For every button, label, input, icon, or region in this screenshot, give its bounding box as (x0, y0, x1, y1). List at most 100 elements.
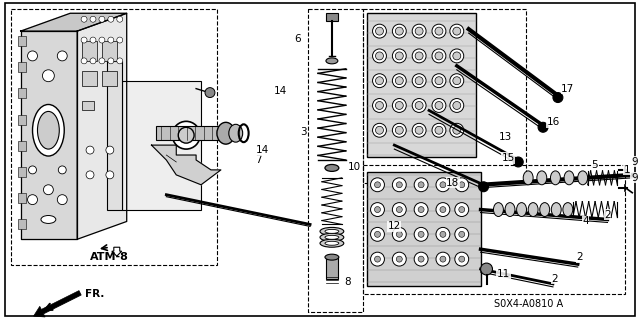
Circle shape (376, 101, 383, 109)
Bar (308, 9, 363, 312)
Circle shape (392, 123, 406, 137)
Circle shape (116, 58, 123, 64)
Circle shape (414, 252, 428, 266)
Ellipse shape (172, 121, 200, 149)
Circle shape (42, 70, 54, 82)
Circle shape (396, 126, 403, 134)
Circle shape (99, 16, 105, 22)
Circle shape (396, 27, 403, 35)
Circle shape (459, 256, 465, 262)
Bar (107, 61, 122, 210)
Circle shape (435, 101, 443, 109)
Circle shape (396, 256, 403, 262)
Circle shape (29, 166, 36, 174)
Circle shape (455, 227, 468, 241)
Circle shape (435, 77, 443, 85)
Circle shape (28, 51, 38, 61)
Circle shape (396, 101, 403, 109)
Ellipse shape (229, 124, 243, 142)
Ellipse shape (550, 171, 561, 185)
Text: ATM-8: ATM-8 (90, 252, 129, 262)
Text: 9: 9 (631, 173, 637, 183)
Circle shape (44, 185, 53, 195)
Ellipse shape (540, 203, 550, 217)
Bar (326, 257, 338, 279)
Circle shape (412, 74, 426, 88)
Bar (363, 165, 625, 294)
Circle shape (396, 207, 403, 212)
Ellipse shape (325, 241, 339, 245)
Circle shape (440, 256, 446, 262)
Text: 11: 11 (497, 269, 510, 279)
Text: 13: 13 (499, 132, 512, 142)
Circle shape (374, 207, 380, 212)
Bar (82, 41, 97, 61)
Circle shape (553, 93, 563, 102)
Circle shape (432, 99, 446, 112)
Bar (11, 9, 217, 265)
Polygon shape (20, 13, 127, 31)
Circle shape (414, 178, 428, 192)
Text: 14: 14 (256, 145, 269, 155)
Circle shape (414, 203, 428, 217)
Circle shape (455, 203, 468, 217)
FancyArrow shape (112, 247, 122, 256)
Circle shape (436, 203, 450, 217)
Circle shape (479, 182, 488, 192)
Bar (18, 62, 26, 72)
Ellipse shape (551, 203, 561, 217)
FancyArrow shape (33, 291, 81, 317)
Circle shape (108, 16, 114, 22)
Bar (18, 88, 26, 98)
Circle shape (432, 49, 446, 63)
Circle shape (371, 227, 385, 241)
Bar (18, 115, 26, 125)
Circle shape (450, 99, 464, 112)
Circle shape (432, 74, 446, 88)
Ellipse shape (528, 203, 538, 217)
Text: FR.: FR. (85, 289, 104, 299)
Circle shape (371, 203, 385, 217)
Circle shape (432, 123, 446, 137)
Circle shape (372, 99, 387, 112)
Text: 2: 2 (577, 252, 583, 262)
Text: 10: 10 (348, 162, 361, 172)
Circle shape (376, 126, 383, 134)
Polygon shape (77, 13, 127, 239)
Ellipse shape (320, 234, 344, 241)
Bar (18, 141, 26, 151)
Circle shape (58, 166, 66, 174)
Circle shape (376, 77, 383, 85)
Circle shape (436, 178, 450, 192)
Circle shape (513, 157, 524, 167)
Circle shape (436, 252, 450, 266)
Circle shape (415, 27, 423, 35)
Circle shape (418, 231, 424, 237)
Text: 5: 5 (591, 160, 598, 170)
Circle shape (440, 182, 446, 188)
Circle shape (415, 52, 423, 60)
Circle shape (418, 207, 424, 212)
Circle shape (90, 37, 96, 43)
Bar (18, 219, 26, 229)
Circle shape (392, 252, 406, 266)
Polygon shape (20, 31, 77, 239)
Circle shape (453, 27, 461, 35)
Circle shape (415, 77, 423, 85)
Text: S0X4-A0810 A: S0X4-A0810 A (493, 299, 563, 309)
Circle shape (108, 58, 114, 64)
Bar (326, 13, 338, 21)
Bar (367, 13, 476, 157)
Circle shape (459, 207, 465, 212)
Circle shape (418, 182, 424, 188)
Text: 14: 14 (274, 85, 287, 96)
Circle shape (81, 37, 87, 43)
Circle shape (392, 178, 406, 192)
Circle shape (418, 256, 424, 262)
Circle shape (414, 227, 428, 241)
Circle shape (436, 227, 450, 241)
Circle shape (106, 171, 114, 179)
Circle shape (376, 52, 383, 60)
Circle shape (415, 101, 423, 109)
Ellipse shape (325, 165, 339, 171)
